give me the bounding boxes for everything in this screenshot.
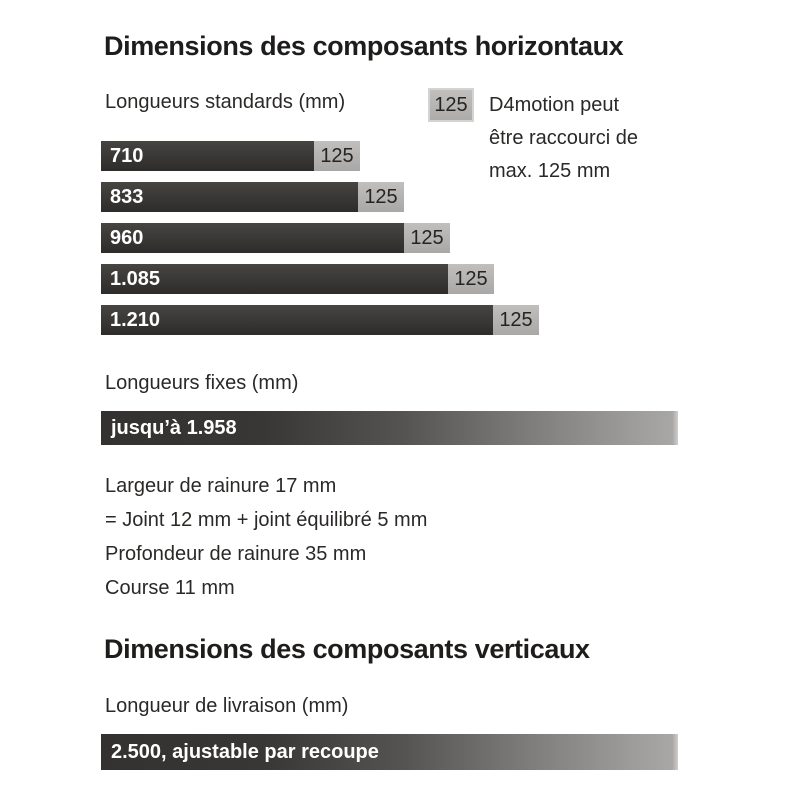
bar-segment-standard-length: 1.085 [101, 264, 448, 294]
legend-extension-swatch: 125 [430, 90, 472, 120]
legend-text: D4motion peut être raccourci de max. 125… [489, 89, 638, 188]
bar-segment-extension: 125 [358, 182, 404, 212]
bar-segment-standard-length: 833 [101, 182, 358, 212]
section-horizontal-title: Dimensions des composants horizontaux [104, 31, 624, 61]
spec-line: = Joint 12 mm + joint équilibré 5 mm [105, 509, 428, 531]
bar-row: 1.085 125 [101, 264, 539, 294]
legend-text-line: D4motion peut [489, 94, 620, 116]
fixed-length-gradient-bar: jusqu’à 1.958 [101, 411, 678, 445]
bar-segment-extension: 125 [404, 223, 450, 253]
bar-value-label: 1.085 [110, 268, 161, 290]
standard-lengths-bar-chart: 710 125 833 125 960 125 1.085 125 1.210 [101, 141, 539, 346]
bar-value-label: 1.210 [110, 309, 161, 331]
bar-value-label: 960 [110, 227, 144, 249]
bar-segment-extension: 125 [493, 305, 539, 335]
bar-segment-standard-length: 710 [101, 141, 314, 171]
legend-text-line: être raccourci de [489, 127, 638, 149]
spec-line: Course 11 mm [105, 577, 235, 599]
spec-line: Profondeur de rainure 35 mm [105, 543, 367, 565]
section-vertical-title: Dimensions des composants verticaux [104, 634, 590, 664]
groove-specs-text: Largeur de rainure 17 mm = Joint 12 mm +… [105, 469, 427, 605]
bar-segment-extension: 125 [448, 264, 494, 294]
delivery-length-label: Longueur de livraison (mm) [105, 695, 349, 717]
fixed-lengths-label: Longueurs fixes (mm) [105, 372, 299, 394]
bar-row: 1.210 125 [101, 305, 539, 335]
bar-row: 833 125 [101, 182, 539, 212]
delivery-length-gradient-bar: 2.500, ajustable par recoupe [101, 734, 678, 770]
legend-text-line: max. 125 mm [489, 160, 611, 182]
spec-line: Largeur de rainure 17 mm [105, 475, 337, 497]
bar-value-label: 710 [110, 145, 144, 167]
bar-segment-standard-length: 1.210 [101, 305, 493, 335]
standards-lengths-label: Longueurs standards (mm) [105, 91, 346, 113]
bar-segment-standard-length: 960 [101, 223, 404, 253]
bar-value-label: 833 [110, 186, 144, 208]
bar-row: 960 125 [101, 223, 539, 253]
bar-row: 710 125 [101, 141, 539, 171]
bar-segment-extension: 125 [314, 141, 360, 171]
